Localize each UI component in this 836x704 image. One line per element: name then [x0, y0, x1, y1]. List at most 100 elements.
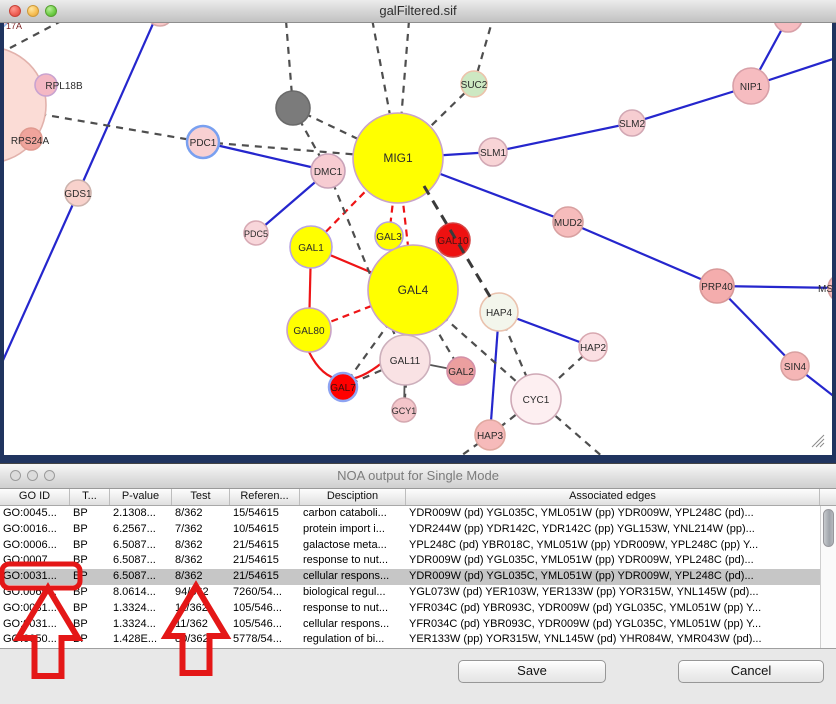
table-cell: 2.1308... [113, 507, 156, 519]
edge [716, 284, 832, 289]
node-label: GAL1 [298, 243, 324, 254]
table-row[interactable]: GO:0031... BP 1.3324... 11/362 105/546... cel… [0, 616, 820, 633]
node-TOPR[interactable] [773, 22, 803, 33]
node-label: HAP4 [486, 308, 513, 319]
node-label: MUD2 [554, 218, 583, 229]
node-PDC1[interactable] [185, 124, 221, 160]
node-RPS24A[interactable] [19, 127, 43, 151]
edge [202, 140, 329, 173]
network-canvas[interactable]: 17A RPL18B RPS24A GDS1 PDC1 DMC1 PDC5 MIG1 SUC2 S… [0, 22, 836, 455]
table-cell: GO:0050... [3, 633, 57, 646]
save-button[interactable]: Save [458, 660, 606, 683]
edge [492, 121, 633, 154]
table-cell: 6.5087... [113, 538, 156, 551]
edge [310, 157, 399, 248]
edge [4, 192, 80, 361]
table-cell: galactose meta... [303, 538, 387, 551]
main-window-titlebar[interactable]: galFiltered.sif [0, 0, 836, 23]
column-header-p-value[interactable]: P-value [110, 489, 172, 505]
table-cell: response to nut... [303, 601, 388, 614]
node-label: PDC1 [190, 138, 217, 149]
table-cell: 105/546... [233, 617, 282, 630]
node-label: 17A [6, 22, 22, 31]
minimize-button-inactive[interactable] [27, 470, 38, 481]
node-MSL1[interactable] [827, 274, 836, 302]
node-MUD2[interactable] [552, 206, 584, 238]
minimize-button[interactable] [27, 5, 39, 17]
node-CYC1[interactable] [510, 373, 562, 425]
node-SLM2[interactable] [618, 109, 646, 137]
network-view[interactable]: 17A RPL18B RPS24A GDS1 PDC1 DMC1 PDC5 MIG1 SUC2 S… [0, 22, 836, 455]
node-PDC5[interactable] [243, 220, 269, 246]
node-SUC2[interactable] [460, 70, 488, 98]
table-row[interactable]: GO:0065... BP 8.0614... 94/362 7260/54... bio… [0, 584, 820, 601]
node-DMC1[interactable] [310, 153, 346, 189]
edge [422, 185, 494, 301]
column-header-referen-[interactable]: Referen... [230, 489, 300, 505]
table-row[interactable]: GO:0016... BP 6.2567... 7/362 10/54615 protei… [0, 521, 820, 538]
table-cell: 6.5087... [113, 554, 156, 567]
close-button[interactable] [9, 5, 21, 17]
table-cell: response to nut... [303, 554, 388, 567]
panel-focus-border [0, 455, 836, 463]
table-cell: BP [73, 507, 88, 519]
column-header-go-id[interactable]: GO ID [0, 489, 70, 505]
node-GAL3[interactable] [374, 221, 404, 251]
column-header-desciption[interactable]: Desciption [300, 489, 406, 505]
resize-grip-icon[interactable] [810, 433, 826, 449]
column-header-t-[interactable]: T... [70, 489, 110, 505]
node-PRP40[interactable] [699, 268, 735, 304]
node-GAL1[interactable] [289, 225, 333, 269]
node-17A[interactable] [0, 22, 9, 29]
window-title: galFiltered.sif [379, 3, 457, 18]
node-label: SUC2 [461, 80, 488, 91]
node-GAL80[interactable] [286, 307, 332, 353]
zoom-button-inactive[interactable] [44, 470, 55, 481]
noa-titlebar[interactable]: NOA output for Single Mode [0, 464, 836, 489]
vertical-scrollbar[interactable] [820, 506, 836, 648]
column-header-test[interactable]: Test [172, 489, 230, 505]
node-GCY1[interactable] [391, 397, 417, 423]
table-cell: BP [73, 585, 88, 598]
edge [716, 285, 796, 367]
table-cell: BP [73, 617, 88, 630]
table-cell: YGL073W (pd) YER103W, YER133W (pp) YOR31… [409, 585, 759, 598]
node-label: SLM1 [480, 148, 507, 159]
node-MIG1[interactable] [352, 112, 444, 204]
table-cell: 8.0614... [113, 585, 156, 598]
node-GAL7[interactable] [327, 371, 359, 403]
table-row[interactable]: GO:0031... BP 6.5087... 8/362 21/54615 cellul… [0, 569, 820, 585]
node-HAP3[interactable] [474, 419, 506, 451]
node-GRAY[interactable] [275, 90, 311, 126]
table-cell: BP [73, 601, 88, 614]
node-GAL11[interactable] [379, 334, 431, 386]
node-GAL4[interactable] [367, 244, 459, 336]
node-label: GAL10 [437, 236, 469, 247]
table-cell: 21/54615 [233, 570, 279, 583]
node-HAP2[interactable] [578, 332, 608, 362]
table-header: GO ID T... P-value Test Referen... Desciption… [0, 489, 836, 506]
table-cell: protein import i... [303, 522, 385, 535]
node-RPL18B[interactable] [34, 73, 58, 97]
zoom-button[interactable] [45, 5, 57, 17]
table-row[interactable]: GO:0031... BP 1.3324... 11/362 105/546... res… [0, 600, 820, 617]
table-row[interactable]: GO:0045... BP 2.1308... 8/362 15/54615 carbon… [0, 506, 820, 522]
node-GDS1[interactable] [64, 179, 92, 207]
table-row[interactable]: GO:0050... BP 1.428E... 80/362 5778/54... reg… [0, 632, 820, 648]
node-NIP1[interactable] [732, 67, 770, 105]
node-SIN4[interactable] [780, 351, 810, 381]
table-cell: 10/54615 [233, 522, 279, 535]
column-header-associated-edges[interactable]: Associated edges [406, 489, 820, 505]
node-SLM1[interactable] [478, 137, 508, 167]
table-cell: GO:0045... [3, 507, 57, 519]
table-cell: 15/54615 [233, 507, 279, 519]
cancel-button[interactable]: Cancel [678, 660, 824, 683]
node-GAL2[interactable] [446, 356, 476, 386]
table-cell: YDR244W (pp) YDR142C, YDR142C (pp) YGL15… [409, 522, 755, 535]
table-row[interactable]: GO:0006... BP 6.5087... 8/362 21/54615 galact… [0, 537, 820, 554]
node-HAP4[interactable] [479, 292, 519, 332]
table-row[interactable]: GO:0007... BP 6.5087... 8/362 21/54615 respon… [0, 553, 820, 570]
scrollbar-thumb[interactable] [823, 509, 834, 547]
node-label: GAL7 [330, 383, 356, 394]
close-button-inactive[interactable] [10, 470, 21, 481]
